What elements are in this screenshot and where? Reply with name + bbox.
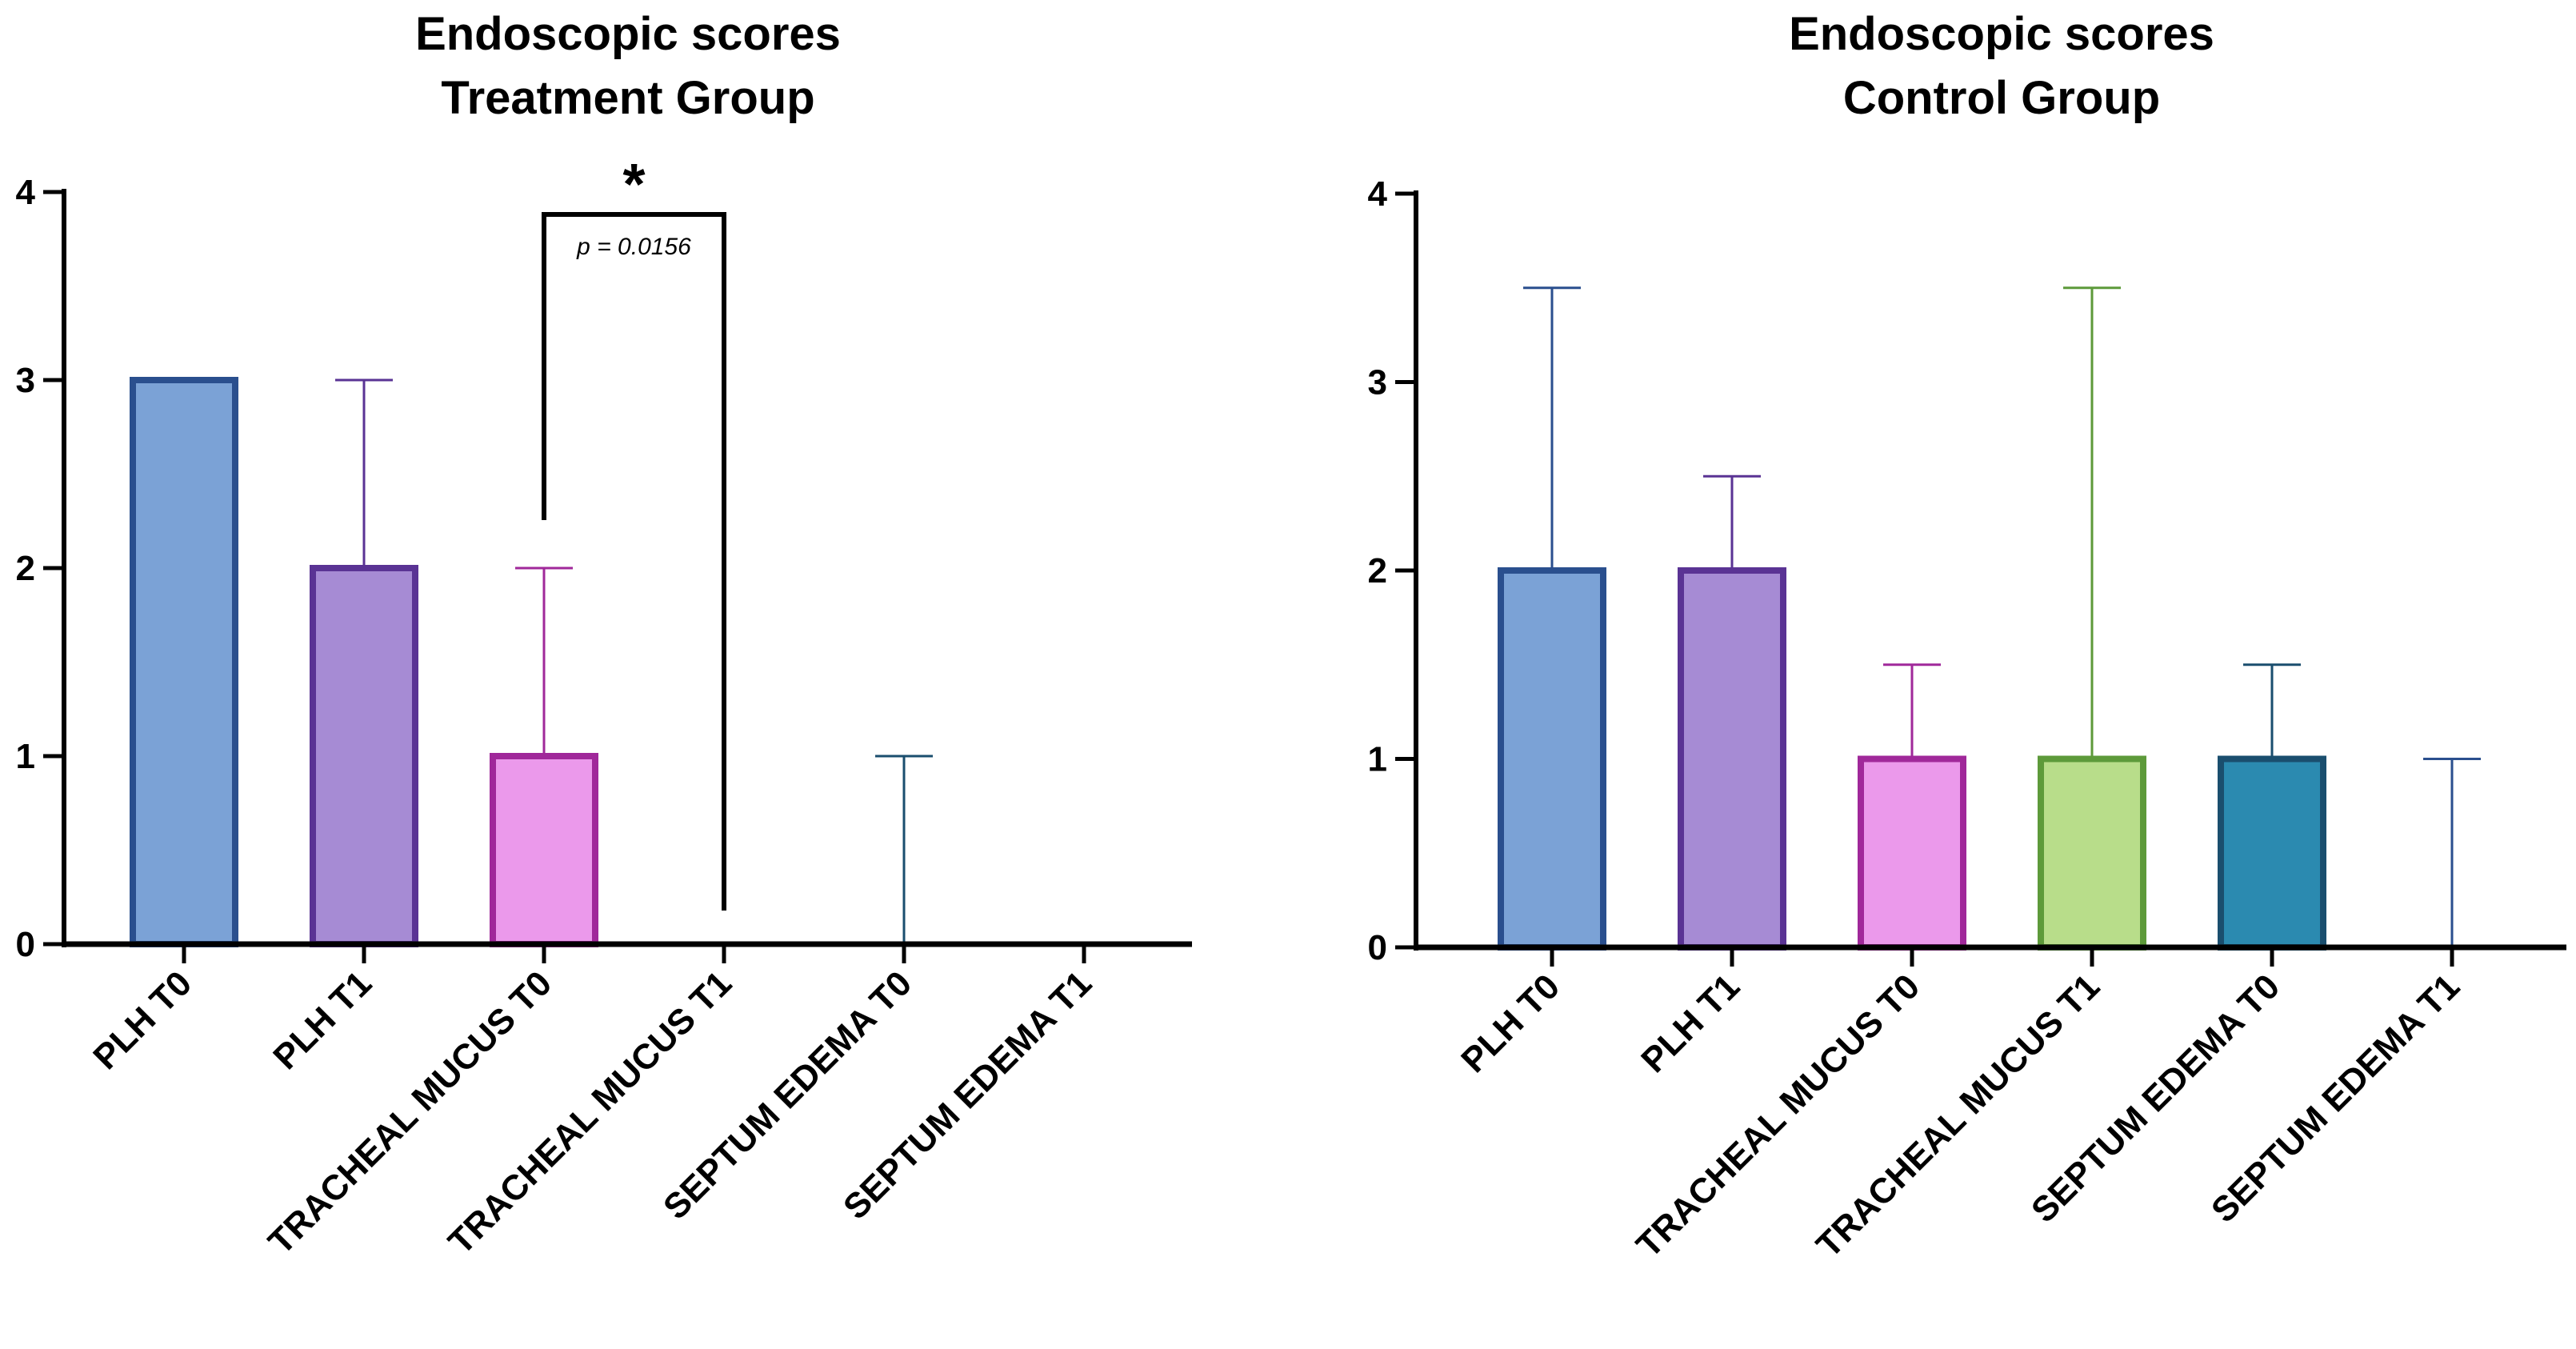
bar: [1678, 567, 1786, 951]
significance-bracket: [542, 212, 726, 911]
bar: [490, 753, 598, 947]
y-tick-label: 3: [16, 361, 35, 400]
y-tick-label: 2: [1368, 551, 1387, 590]
y-tick-label: 1: [16, 737, 35, 776]
chart-title-line: Treatment Group: [441, 72, 814, 124]
treatment-group-panel: Endoscopic scores Treatment Group 0 1 2 3 4 PLH…: [16, 8, 1192, 1262]
category-label: PLH T1: [1634, 967, 1747, 1080]
category-label: PLH T0: [86, 963, 199, 1077]
bar: [310, 565, 418, 947]
y-tick-label: 0: [16, 925, 35, 964]
y-tick-label: 3: [1368, 363, 1387, 402]
chart-title-line: Endoscopic scores: [415, 8, 841, 60]
control-group-panel: Endoscopic scores Control Group 0 1 2 3 4 PLH T…: [1368, 8, 2566, 1265]
y-tick-label: 4: [1368, 174, 1388, 214]
chart-title-line: Endoscopic scores: [1789, 8, 2214, 60]
bar: [2038, 755, 2146, 951]
p-value-label: p = 0.0156: [576, 234, 691, 260]
category-label: PLH T0: [1454, 967, 1567, 1080]
y-tick-label: 0: [1368, 928, 1387, 967]
bar: [1858, 755, 1966, 951]
bar: [1498, 567, 1606, 951]
y-tick-label: 1: [1368, 740, 1387, 779]
y-tick-label: 2: [16, 549, 35, 588]
bar: [2218, 755, 2326, 951]
bar: [130, 377, 238, 947]
category-label: PLH T1: [266, 963, 379, 1077]
y-tick-label: 4: [16, 173, 36, 212]
significance-star: *: [622, 153, 645, 217]
chart-title-line: Control Group: [1843, 72, 2160, 124]
